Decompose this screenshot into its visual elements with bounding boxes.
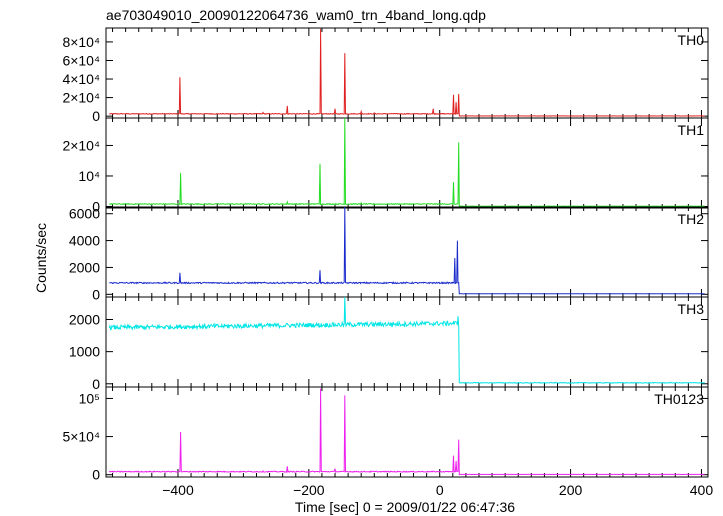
panel-name: TH3: [678, 301, 705, 317]
panel-th0: 0 2×10⁴ 4×10⁴ 6×10⁴ 8×10⁴ TH0: [62, 27, 709, 124]
y-tick-label: 6000: [69, 206, 100, 222]
panel-frame: [105, 27, 709, 119]
panel-th0123: 0 5×10⁴ 10⁵ TH0123: [62, 386, 709, 483]
y-tick-label: 4×10⁴: [62, 71, 100, 87]
y-tick-label: 5×10⁴: [62, 429, 100, 445]
y-tick-label: 6×10⁴: [62, 52, 100, 68]
panel-frame: [105, 386, 709, 478]
panel-th2: 0 2000 4000 6000 TH2: [69, 206, 709, 302]
y-tick-label: 0: [92, 286, 100, 302]
x-tick-label: −400: [162, 482, 194, 498]
panel-name: TH1: [678, 122, 705, 138]
series-line-th0123: [108, 388, 705, 476]
y-axis-label: Counts/sec: [33, 223, 49, 293]
y-tick-label: 10⁴: [78, 168, 100, 184]
y-tick-label: 1000: [69, 344, 100, 360]
y-tick-label: 0: [92, 108, 100, 124]
panel-name: TH0123: [654, 391, 704, 407]
panel-stack: 0 2×10⁴ 4×10⁴ 6×10⁴ 8×10⁴ TH0 0 10⁴ 2×10⁴ TH1 0 200…: [62, 27, 714, 498]
chart-title: ae703049010_20090122064736_wam0_trn_4ban…: [106, 7, 486, 23]
y-tick-label: 2000: [69, 312, 100, 328]
x-axis-label: Time [sec] 0 = 2009/01/22 06:47:36: [295, 499, 515, 515]
series-line-th0: [109, 28, 705, 117]
y-tick-label: 4000: [69, 233, 100, 249]
y-tick-label: 0: [92, 198, 100, 214]
x-tick-label: 200: [559, 482, 583, 498]
panel-frame: [105, 117, 709, 209]
x-tick-label: 0: [436, 482, 444, 498]
panel-th3: 0 1000 2000 TH3: [69, 296, 709, 392]
y-tick-label: 0: [92, 376, 100, 392]
y-tick-label: 10⁵: [79, 390, 100, 406]
panel-name: TH2: [678, 211, 705, 227]
y-tick-label: 2×10⁴: [62, 137, 100, 153]
series-line-th1: [109, 117, 705, 207]
panel-frame: [105, 296, 709, 388]
y-tick-label: 8×10⁴: [62, 34, 100, 50]
y-tick-label: 0: [92, 467, 100, 483]
series-line-th2: [109, 206, 705, 295]
panel-th1: 0 10⁴ 2×10⁴ TH1: [62, 117, 709, 214]
panel-name: TH0: [678, 32, 705, 48]
x-tick-label: −200: [293, 482, 325, 498]
x-tick-label: 400: [690, 482, 714, 498]
series-line-th3: [108, 296, 705, 384]
y-tick-label: 2000: [69, 259, 100, 275]
y-tick-label: 2×10⁴: [62, 90, 100, 106]
